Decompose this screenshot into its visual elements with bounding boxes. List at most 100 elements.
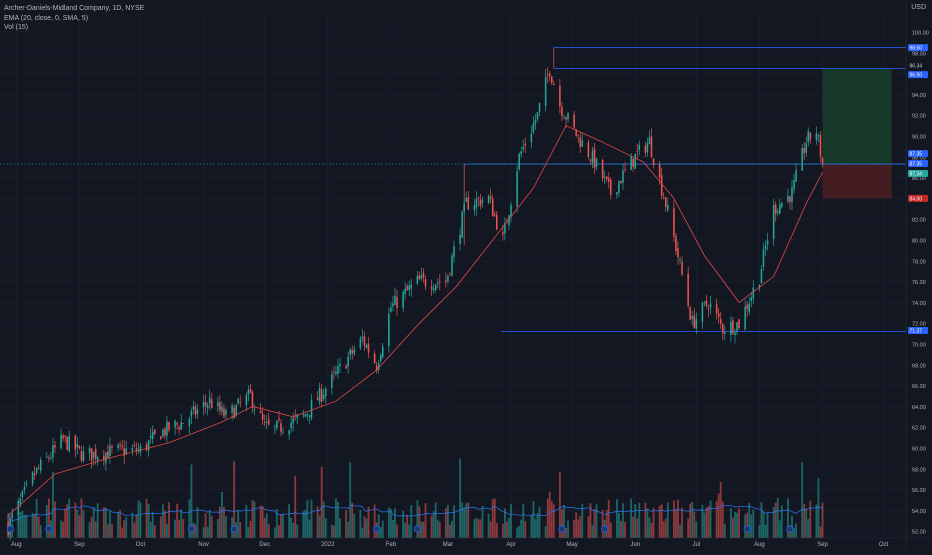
volume-bar [615,499,618,538]
candle-body [320,389,323,402]
candle-body [249,388,252,393]
volume-bar [332,525,335,538]
price-label-box [908,160,928,168]
volume-bar [481,506,484,538]
candle-body [752,287,755,299]
volume-bar [359,510,362,538]
volume-bar [520,519,523,538]
candle-body [532,123,535,133]
candle-body [282,431,284,433]
volume-bar [772,507,775,538]
candle-body [306,414,309,416]
candle-body [463,203,465,212]
candle-body [420,275,423,279]
volume-bar [119,510,122,538]
candle-body [225,410,227,415]
volume-bar [501,523,504,538]
candle-body [351,350,353,354]
volume-bar [82,510,85,538]
candles [7,67,824,541]
volume-bar [622,503,624,538]
volume-bar [467,502,470,538]
candle-body [308,415,311,417]
candle-body [774,204,777,214]
candle-body [109,445,111,457]
volume-bar [491,499,494,538]
candle-body [316,397,319,401]
candle-body [296,414,299,418]
candle-body [353,349,356,355]
volume-bar [123,520,126,538]
candle-body [610,179,612,195]
volume-bar [677,499,679,538]
volume-bar [381,520,384,538]
volume-bar [634,504,637,538]
volume-bar [422,521,425,538]
y-tick-label: 80.00 [912,239,926,245]
candle-body [164,428,166,436]
candle-body [392,303,394,307]
dividend-icon [601,525,609,533]
x-tick-label: Oct [879,542,889,548]
volume-bar [111,523,113,538]
y-axis-ticks: 100.0098.0096.0094.0092.0090.0088.0086.0… [912,31,929,536]
candle-body [375,365,378,371]
volume-bar [463,507,466,538]
earnings-icon [6,525,14,533]
volume-bar [449,524,451,538]
candle-body [477,197,480,199]
candle-body [88,448,91,453]
ema-legend: EMA (20, close, 0, SMA, 5) [4,14,89,22]
volume-bar [304,509,307,538]
price-label-box [908,169,928,177]
candle-body [206,405,209,409]
volume-bar [530,514,533,538]
candle-body [166,421,168,436]
volume-bar [567,520,569,538]
price-label-text: 84.00 [910,196,923,202]
price-label-box [908,44,928,52]
volume-bar [558,471,561,538]
volume-bar [660,504,663,538]
candle-body [267,419,270,425]
y-tick-label: 58.00 [912,467,926,473]
volume-bar [593,509,596,538]
volume-bar [630,498,633,538]
candle-body [447,275,449,282]
candle-body [359,338,362,348]
volume-bar [139,502,142,538]
candle-body [274,425,276,427]
volume-bar [104,507,107,538]
volume-bar [624,522,626,538]
volume-bar [353,513,356,538]
volume-bar [581,503,584,538]
candle-body [687,273,689,306]
candle-body [736,322,738,332]
candle-body [815,133,818,141]
y-tick-label: 68.00 [912,363,926,369]
candle-body [35,467,38,473]
candle-body [667,205,669,211]
candle-body [418,275,421,280]
earnings-icon [743,525,751,533]
y-tick-label: 86.00 [912,176,926,182]
volume-bar [821,502,824,538]
candle-body [530,133,533,143]
volume-bar [396,524,398,538]
candle-body [648,137,651,145]
volume-bar [672,500,675,538]
volume-bar [662,521,665,538]
volume-bar [510,503,512,538]
candle-body [347,356,349,367]
candle-body [204,402,207,406]
volume-bar [351,502,354,538]
candle-body [787,195,789,202]
volume-bar [477,519,480,538]
volume-bar [282,513,284,538]
candle-body [508,215,510,226]
volume-ma-line [7,504,823,521]
volume-bar [273,527,276,538]
candle-body [703,301,706,303]
